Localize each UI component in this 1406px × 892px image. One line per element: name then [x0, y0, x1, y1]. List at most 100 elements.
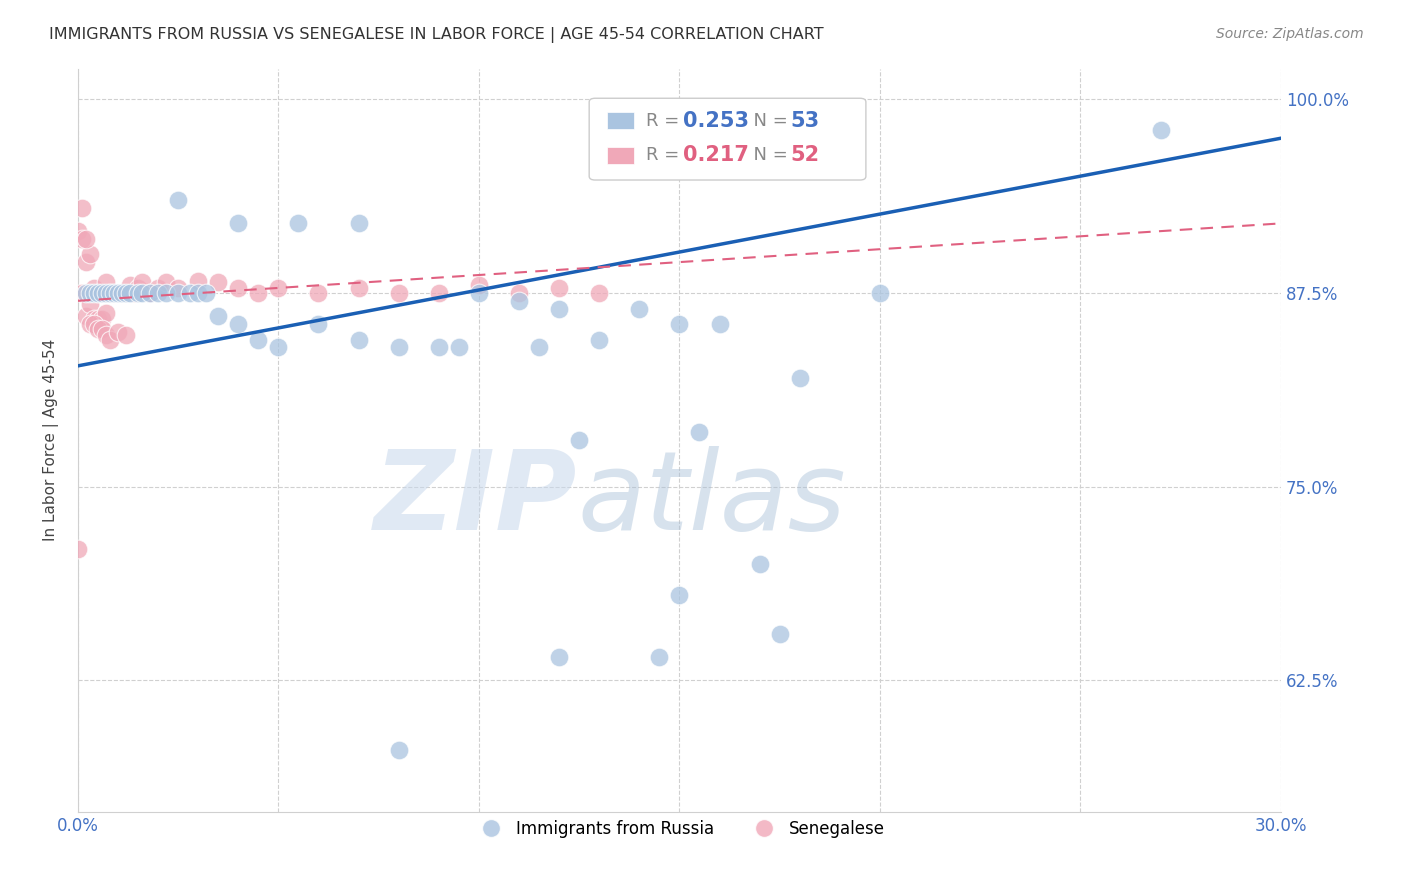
FancyBboxPatch shape: [589, 98, 866, 180]
Point: [155, 286, 177, 301]
Point: [789, 371, 811, 385]
Point: [66, 224, 89, 238]
Point: [769, 627, 792, 641]
Point: [111, 286, 134, 301]
Point: [131, 286, 153, 301]
Text: Source: ZipAtlas.com: Source: ZipAtlas.com: [1216, 27, 1364, 41]
Point: [308, 317, 330, 331]
Text: IMMIGRANTS FROM RUSSIA VS SENEGALESE IN LABOR FORCE | AGE 45-54 CORRELATION CHAR: IMMIGRANTS FROM RUSSIA VS SENEGALESE IN …: [49, 27, 824, 43]
Point: [70, 232, 93, 246]
Point: [75, 310, 97, 324]
Point: [226, 216, 249, 230]
Point: [869, 286, 891, 301]
Point: [83, 312, 105, 326]
Point: [94, 275, 117, 289]
Text: ZIP: ZIP: [374, 446, 576, 553]
Point: [527, 340, 550, 354]
Point: [131, 275, 153, 289]
Point: [94, 286, 117, 301]
Point: [347, 216, 370, 230]
Point: [98, 333, 121, 347]
Point: [347, 281, 370, 295]
Point: [347, 333, 370, 347]
Point: [388, 286, 411, 301]
Point: [548, 281, 571, 295]
Text: R =: R =: [645, 146, 685, 164]
Point: [588, 286, 610, 301]
Point: [468, 286, 491, 301]
Point: [388, 340, 411, 354]
Point: [226, 317, 249, 331]
Point: [139, 286, 162, 301]
Point: [748, 557, 770, 571]
Point: [115, 286, 138, 301]
Point: [187, 286, 209, 301]
Point: [146, 281, 169, 295]
Point: [247, 286, 270, 301]
Point: [75, 232, 97, 246]
Point: [94, 306, 117, 320]
Point: [308, 286, 330, 301]
Point: [267, 340, 290, 354]
Point: [508, 286, 530, 301]
Point: [668, 588, 690, 602]
Point: [179, 286, 201, 301]
Point: [107, 325, 129, 339]
Point: [468, 278, 491, 293]
Text: N =: N =: [742, 146, 793, 164]
Point: [648, 650, 671, 665]
Point: [90, 312, 112, 326]
Point: [87, 286, 110, 301]
Text: 0.253: 0.253: [683, 111, 749, 130]
Point: [588, 333, 610, 347]
Point: [568, 433, 591, 447]
Point: [709, 317, 731, 331]
Point: [139, 286, 162, 301]
Text: 52: 52: [790, 145, 820, 166]
Text: R =: R =: [645, 112, 685, 129]
Point: [167, 193, 190, 207]
Point: [79, 247, 101, 261]
Point: [83, 286, 105, 301]
Point: [79, 297, 101, 311]
Point: [103, 286, 125, 301]
Point: [75, 286, 97, 301]
Point: [79, 317, 101, 331]
Point: [70, 201, 93, 215]
Point: [167, 286, 190, 301]
Point: [127, 286, 149, 301]
Point: [83, 281, 105, 295]
Point: [87, 321, 110, 335]
Legend: Immigrants from Russia, Senegalese: Immigrants from Russia, Senegalese: [467, 814, 891, 845]
Point: [628, 301, 651, 316]
Point: [195, 286, 218, 301]
Point: [548, 650, 571, 665]
Point: [90, 321, 112, 335]
Point: [267, 281, 290, 295]
Y-axis label: In Labor Force | Age 45-54: In Labor Force | Age 45-54: [44, 339, 59, 541]
Point: [111, 286, 134, 301]
Point: [115, 327, 138, 342]
Point: [146, 286, 169, 301]
Point: [447, 340, 470, 354]
Point: [226, 281, 249, 295]
Point: [118, 278, 141, 293]
Text: 53: 53: [790, 111, 820, 130]
Point: [90, 286, 112, 301]
Point: [427, 340, 450, 354]
Point: [207, 310, 229, 324]
Point: [287, 216, 309, 230]
Point: [548, 301, 571, 316]
Point: [427, 286, 450, 301]
Text: 0.217: 0.217: [683, 145, 749, 166]
Point: [98, 286, 121, 301]
Point: [115, 286, 138, 301]
Point: [508, 293, 530, 308]
Point: [87, 312, 110, 326]
Point: [187, 274, 209, 288]
Point: [75, 255, 97, 269]
Point: [79, 286, 101, 301]
Point: [66, 541, 89, 556]
Point: [122, 286, 145, 301]
FancyBboxPatch shape: [607, 147, 634, 163]
